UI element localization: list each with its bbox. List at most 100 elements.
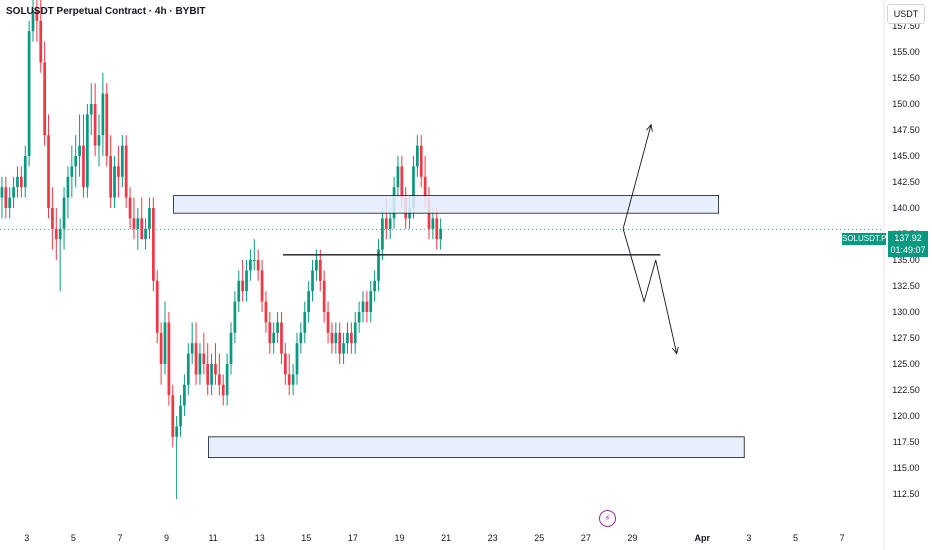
lightning-icon[interactable]: ⚡ [599, 510, 616, 527]
candle-body [47, 135, 50, 208]
candle-body [233, 301, 237, 333]
candle-body [89, 104, 93, 115]
x-tick-label: 13 [255, 533, 265, 543]
candle-body [8, 197, 12, 208]
candle-body [78, 145, 81, 156]
candle-body [349, 332, 353, 344]
x-tick-label: 15 [301, 533, 311, 543]
candle-body [16, 176, 19, 188]
candle-body [183, 384, 186, 406]
price-zone [208, 436, 745, 458]
y-tick-label: 117.50 [893, 437, 920, 447]
candle-body [361, 301, 365, 312]
candle-body [144, 228, 147, 240]
candle-body [101, 93, 105, 136]
candle-body [229, 332, 233, 364]
arrow-head [671, 346, 679, 355]
candle-body [291, 374, 295, 385]
candle-body [140, 218, 144, 240]
candle-body [210, 364, 213, 385]
candle-body [377, 249, 380, 281]
candle-body [431, 218, 435, 229]
candle-body [256, 260, 260, 271]
candle-body [124, 145, 128, 198]
y-tick-label: 127.50 [892, 333, 920, 343]
candle-body [0, 187, 4, 198]
x-tick-label: 3 [24, 533, 29, 543]
currency-button[interactable]: USDT [887, 4, 925, 24]
candle-body [435, 218, 439, 240]
candle-body [113, 166, 116, 198]
candle-body [198, 353, 202, 375]
last-price-value: 137.92 [894, 233, 922, 243]
candle-body [70, 166, 74, 177]
candle-body [39, 20, 43, 63]
candle-body [148, 208, 151, 229]
y-tick-label: 147.50 [892, 125, 920, 135]
candle-body [326, 312, 330, 333]
y-tick-label: 155.00 [892, 47, 920, 57]
candle-body [97, 135, 101, 146]
x-tick-label: 27 [581, 533, 591, 543]
candle-body [299, 332, 303, 344]
candle-body [23, 156, 27, 188]
candle-body [315, 260, 318, 271]
x-tick-label: 29 [627, 533, 637, 543]
chart-title: SOLUSDT Perpetual Contract · 4h · BYBIT [6, 6, 206, 17]
y-tick-label: 120.00 [892, 411, 920, 421]
ticker-label: SOLUSDT.P [842, 233, 887, 245]
candle-body [85, 114, 89, 188]
x-tick-label: 7 [840, 533, 845, 543]
candle-body [4, 187, 8, 208]
candle-body [19, 176, 23, 188]
candle-body [307, 291, 311, 312]
x-tick-label: 5 [71, 533, 76, 543]
candle-body [175, 426, 179, 437]
candle-body [272, 332, 276, 344]
projection-arrow [622, 124, 652, 229]
candle-body [334, 332, 338, 344]
candle-body [346, 332, 349, 344]
candle-body [190, 343, 194, 354]
y-tick-label: 135.00 [892, 255, 920, 265]
candle-body [27, 31, 31, 157]
y-tick-label: 150.00 [892, 99, 920, 109]
x-tick-label: 9 [164, 533, 169, 543]
x-tick-label: 3 [746, 533, 751, 543]
candle-body [58, 228, 62, 240]
candle-body [283, 353, 287, 375]
candle-body [151, 208, 155, 281]
candle-body [252, 260, 256, 261]
candle-body [163, 322, 167, 364]
candle-body [384, 218, 388, 229]
arrow-head [646, 123, 653, 132]
candle-body [214, 364, 217, 375]
x-tick-label: 11 [208, 533, 217, 543]
candle-body [82, 145, 85, 188]
y-tick-label: 122.50 [892, 385, 920, 395]
y-tick-label: 142.50 [892, 177, 920, 187]
candle-body [179, 405, 182, 427]
x-tick-label: Apr [695, 533, 711, 543]
y-tick-label: 132.50 [892, 281, 920, 291]
candle-body [171, 395, 175, 437]
candle-body [423, 176, 427, 198]
candle-body [237, 280, 241, 302]
candle-body [105, 93, 109, 156]
y-tick-label: 152.50 [892, 73, 920, 83]
candle-body [43, 62, 47, 136]
candle-body [295, 343, 299, 375]
candle-body [311, 270, 314, 292]
candle-body [31, 10, 35, 32]
candle-body [62, 197, 66, 229]
candle-body [381, 218, 384, 250]
candle-body [51, 208, 54, 229]
bar-countdown: 01:49:07 [890, 245, 926, 255]
candle-body [12, 187, 15, 198]
x-tick-label: 23 [488, 533, 498, 543]
y-tick-label: 125.00 [892, 359, 920, 369]
candle-body [412, 166, 415, 208]
candle-body [330, 332, 334, 344]
